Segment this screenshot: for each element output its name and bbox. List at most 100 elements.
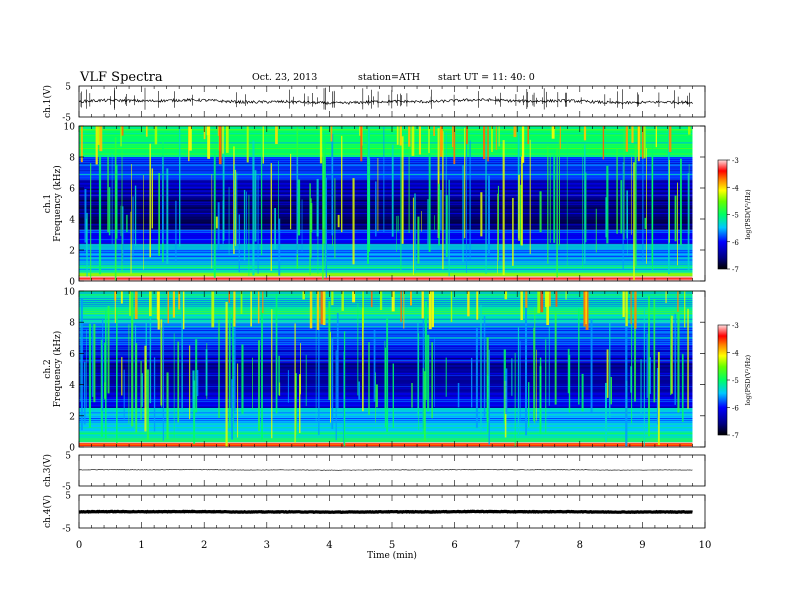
sferic-top <box>370 291 373 308</box>
sferic-streak <box>480 304 482 433</box>
spectral-line <box>79 280 693 281</box>
sferic-streak <box>475 328 478 428</box>
sferic-top <box>330 126 333 142</box>
chart-title: VLF Spectra <box>80 70 163 85</box>
sferic-streak <box>442 131 444 270</box>
sferic-streak <box>98 156 102 275</box>
axes-frames <box>78 85 706 529</box>
spectral-line <box>79 298 693 300</box>
spectral-line <box>79 343 693 345</box>
sferic-top <box>602 126 605 160</box>
spectral-line <box>79 333 693 335</box>
sferic-top <box>584 291 587 325</box>
spectral-line <box>79 200 693 201</box>
sferic-streak <box>261 311 263 440</box>
sferic-streak <box>232 306 234 439</box>
spectral-line <box>79 142 693 144</box>
sferic-streak <box>343 331 346 447</box>
sferic-streak <box>556 149 558 278</box>
sferic-streak <box>674 195 677 242</box>
sferic-streak <box>309 183 311 276</box>
sferic-streak <box>634 144 637 267</box>
sferic-streak <box>149 314 152 404</box>
sferic-top <box>625 126 628 152</box>
sferic-streak <box>422 368 424 434</box>
sferic-streak <box>334 178 336 259</box>
spectral-line <box>79 431 693 432</box>
spectral-line <box>79 185 693 187</box>
spectral-line <box>79 133 693 135</box>
x-tick-label: 4 <box>326 540 332 551</box>
spectral-line <box>79 146 693 148</box>
spectral-line <box>79 201 693 203</box>
colorbar-tick-label: -5 <box>732 377 739 385</box>
colorbar-tick-label: -7 <box>732 266 739 274</box>
sferic-top <box>246 126 249 163</box>
date-label: Oct. 23, 2013 <box>252 72 318 83</box>
spectral-line <box>79 296 693 298</box>
sferic-streak <box>236 172 238 244</box>
colorbar-tick-label: -7 <box>732 432 739 440</box>
sferic-top <box>399 126 402 146</box>
sferic-top <box>421 291 424 319</box>
sferic-streak <box>144 345 147 432</box>
sferic-streak <box>189 345 191 420</box>
sferic-streak <box>215 216 218 229</box>
sferic-streak <box>237 363 239 438</box>
spectral-line <box>79 164 693 166</box>
sferic-top <box>211 291 215 328</box>
sferic-streak <box>296 156 298 255</box>
spectral-line <box>79 244 693 246</box>
sferic-streak <box>295 373 297 402</box>
sferic-streak <box>646 333 648 399</box>
sferic-streak <box>279 382 281 396</box>
spectral-line <box>79 222 693 224</box>
colorbar-label: log(PSD(V²/Hz) <box>744 189 752 240</box>
spectral-line <box>79 203 693 205</box>
spectral-line <box>79 301 693 303</box>
spectral-line <box>79 259 693 261</box>
sferic-top <box>359 126 361 136</box>
spectral-line <box>79 270 693 272</box>
ch1-spectrogram <box>79 125 693 281</box>
y-tick-label: 10 <box>64 123 76 133</box>
sferic-streak <box>270 163 272 271</box>
sferic-top <box>520 291 523 321</box>
sferic-streak <box>179 127 181 247</box>
spectral-line <box>79 162 693 164</box>
sferic-streak <box>88 323 91 428</box>
sferic-streak <box>386 318 389 432</box>
sferic-top <box>120 126 124 136</box>
spectral-line <box>79 272 693 274</box>
sferic-streak <box>485 145 487 274</box>
sferic-streak <box>225 301 228 447</box>
sferic-streak <box>625 312 628 447</box>
sferic-streak <box>132 196 134 257</box>
spectral-band <box>79 195 693 230</box>
sferic-streak <box>657 351 660 446</box>
sferic-streak <box>140 360 142 421</box>
sferic-streak <box>606 349 609 398</box>
spectral-line <box>79 446 693 447</box>
spectral-line <box>79 214 693 216</box>
sferic-streak <box>193 380 196 444</box>
sferic-top <box>228 291 230 303</box>
sferic-streak <box>514 352 516 447</box>
spectral-line <box>79 194 693 196</box>
sferic-streak <box>233 317 236 412</box>
sferic-top <box>403 291 405 329</box>
sferic-streak <box>258 340 260 431</box>
sferic-streak <box>512 197 514 266</box>
sferic-top <box>322 291 326 326</box>
spectral-line <box>79 209 693 211</box>
sferic-streak <box>464 127 466 239</box>
sferic-streak <box>642 146 644 262</box>
spectral-line <box>79 190 693 192</box>
spectral-line <box>79 211 693 213</box>
sferic-streak <box>609 321 611 419</box>
sferic-streak <box>520 156 523 246</box>
sferic-streak <box>121 356 123 396</box>
sferic-streak <box>275 293 278 414</box>
x-tick-label: 3 <box>264 540 270 551</box>
sferic-streak <box>401 136 404 244</box>
